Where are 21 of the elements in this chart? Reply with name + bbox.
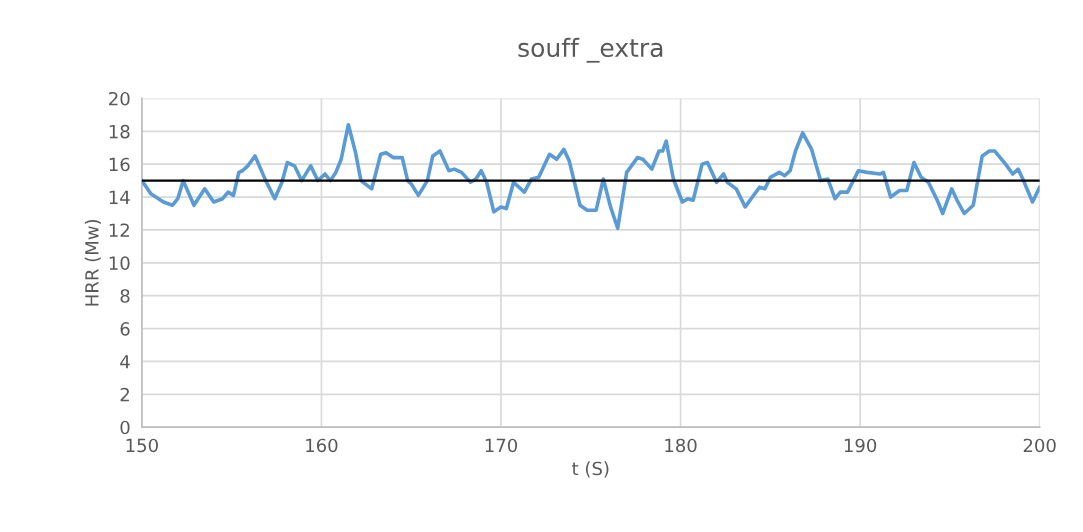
x-tick-label: 190 xyxy=(844,438,877,453)
y-tick-label: 16 xyxy=(109,157,130,172)
line-series xyxy=(141,122,1040,231)
y-tick-label: 6 xyxy=(120,322,130,336)
y-tick-label: 8 xyxy=(120,289,130,303)
x-tick-label: 200 xyxy=(1023,438,1056,453)
x-tick-label: 180 xyxy=(665,438,697,453)
y-tick-label: 10 xyxy=(109,256,130,270)
y-tick-label: 12 xyxy=(109,223,129,237)
y-tick-label: 2 xyxy=(120,387,129,402)
chart-title: souff _extra xyxy=(518,37,663,63)
y-tick-label: 20 xyxy=(109,91,130,106)
y-axis-title: HRR (Mw) xyxy=(84,219,101,306)
y-tick-label: 18 xyxy=(109,124,130,139)
y-tick-label: 14 xyxy=(109,190,130,204)
x-axis-title: t (S) xyxy=(572,461,609,478)
y-tick-label: 0 xyxy=(120,420,130,435)
x-tick-label: 170 xyxy=(485,438,518,453)
y-tick-label: 4 xyxy=(120,355,130,369)
x-tick-label: 160 xyxy=(306,438,338,453)
x-tick-label: 150 xyxy=(126,438,158,453)
